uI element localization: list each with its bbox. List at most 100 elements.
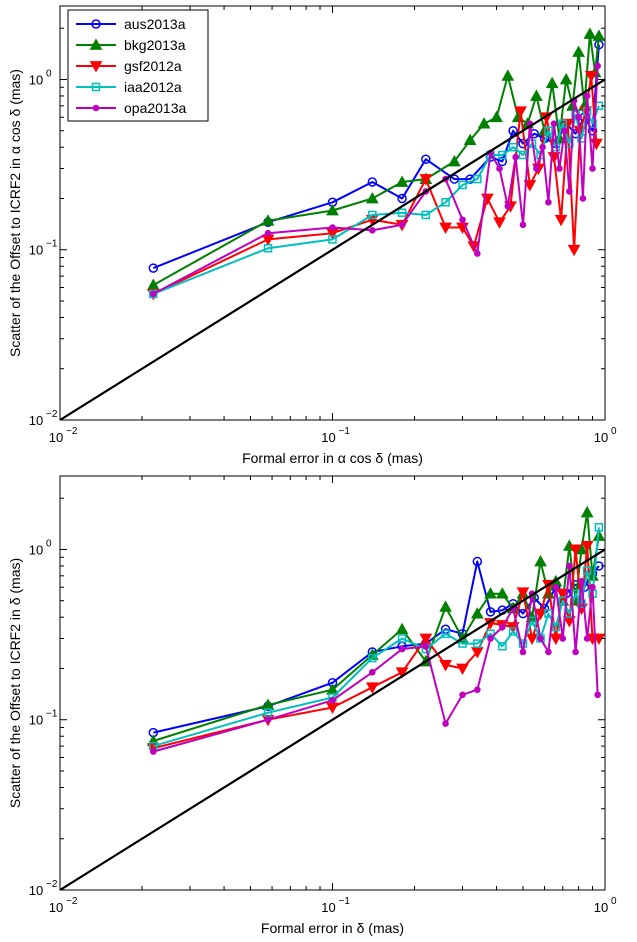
aus2013a-point-8 <box>472 556 483 567</box>
x-tick-exponent: −1 <box>339 896 351 907</box>
iaa2012a-point-12 <box>518 150 528 160</box>
y-tick-exponent: −1 <box>46 239 58 250</box>
aus2013a-point-10 <box>508 125 518 136</box>
opa2013a-point-15 <box>545 648 552 656</box>
bkg2013a-point-4 <box>395 622 409 635</box>
y-tick-exponent: −1 <box>46 709 58 720</box>
iaa2012a-point-2 <box>328 235 337 244</box>
opa2013a-point-20 <box>561 127 568 135</box>
opa2013a-point-12 <box>519 648 527 656</box>
bkg2013a-point-1 <box>261 214 275 226</box>
series-layer <box>60 505 605 890</box>
bkg2013a-point-8 <box>477 117 491 129</box>
opa2013a-point-17 <box>559 635 567 642</box>
iaa2012a-point-10 <box>498 642 507 651</box>
aus2013a-point-0 <box>148 263 159 273</box>
plot-frame <box>59 475 606 891</box>
y-tick-label: 10 <box>29 883 43 898</box>
opa2013a-point-0 <box>150 290 157 298</box>
legend-label-opa2013a: opa2013a <box>124 100 187 116</box>
iaa2012a-point-23 <box>594 523 604 532</box>
gsf2012a-point-5 <box>419 633 433 646</box>
gsf2012a-point-22 <box>584 70 598 83</box>
x-tick-exponent: 0 <box>611 896 617 907</box>
bkg2013a-point-13 <box>530 89 543 101</box>
gsf2012a-point-6 <box>439 222 452 235</box>
legend-label-iaa2012a: iaa2012a <box>124 79 182 95</box>
series-line-opa2013a <box>152 65 599 295</box>
opa2013a-point-19 <box>556 165 563 172</box>
bkg2013a-point-21 <box>580 505 594 518</box>
iaa2012a-point-16 <box>551 622 561 632</box>
iaa2012a-point-3 <box>368 653 377 663</box>
iaa2012a-point-4 <box>397 208 407 217</box>
opa2013a-point-19 <box>572 648 579 656</box>
opa2013a-point-5 <box>422 642 430 650</box>
bkg2013a-point-2 <box>326 203 339 216</box>
y-tick-exponent: 0 <box>46 68 52 79</box>
ticks-layer: 10 −2 10 −1 10 010 −210 −110 0 <box>29 476 617 915</box>
legend-aus2013a-point-0 <box>91 19 101 29</box>
opa2013a-point-14 <box>537 635 544 642</box>
x-tick-exponent: −2 <box>66 426 78 437</box>
opa2013a-point-15 <box>533 165 540 172</box>
x-tick-label: 10 <box>321 900 335 915</box>
plot-frame <box>59 5 606 421</box>
iaa2012a-point-21 <box>582 566 592 575</box>
opa2013a-point-25 <box>583 92 591 100</box>
aus2013a-point-12 <box>529 128 539 139</box>
legend-iaa2012a-point-0 <box>91 82 101 92</box>
series-opa2013a <box>150 562 601 755</box>
series-line-iaa2012a <box>153 527 600 748</box>
y-tick-label: 10 <box>29 713 43 728</box>
gsf2012a-point-7 <box>456 663 469 675</box>
gsf2012a-point-13 <box>523 180 537 192</box>
y-tick-label: 10 <box>29 542 43 557</box>
aus2013a-point-11 <box>518 138 528 149</box>
iaa2012a-point-15 <box>544 126 553 135</box>
gsf2012a-point-21 <box>580 540 594 553</box>
chart-panel-top: 10 −2 10 −1 10 010 −210 −110 0 Formal error in α… <box>7 5 617 466</box>
opa2013a-point-8 <box>474 686 481 694</box>
gsf2012a-point-19 <box>569 544 582 556</box>
bkg2013a-point-3 <box>365 191 379 204</box>
opa2013a-point-18 <box>566 562 573 570</box>
legend-bkg2013a-point-0 <box>89 38 103 50</box>
opa2013a-point-9 <box>487 635 494 642</box>
y-tick-exponent: −2 <box>46 409 58 420</box>
gsf2012a-point-18 <box>561 118 575 131</box>
opa2013a-point-2 <box>329 224 336 231</box>
bkg2013a-point-6 <box>448 154 461 167</box>
opa2013a-point-16 <box>552 583 560 591</box>
legend-entries: aus2013a bkg2013a gsf2012a iaa2012a opa2013a <box>76 16 187 116</box>
bkg2013a-point-10 <box>495 587 509 599</box>
legend-entry-opa2013a: opa2013a <box>76 100 187 116</box>
aus2013a-point-3 <box>367 177 378 187</box>
x-tick-label: 10 <box>594 900 608 915</box>
gsf2012a-point-23 <box>592 633 605 646</box>
legend-entry-aus2013a: aus2013a <box>76 16 186 32</box>
legend-entry-bkg2013a: bkg2013a <box>76 37 186 53</box>
chart-panel-bottom: 10 −2 10 −1 10 010 −210 −110 0 Formal error in δ… <box>7 475 617 936</box>
iaa2012a-point-1 <box>263 244 273 253</box>
opa2013a-point-22 <box>589 583 596 591</box>
iaa2012a-point-7 <box>458 639 467 648</box>
x-tick-label: 10 <box>49 900 63 915</box>
iaa2012a-point-11 <box>508 142 518 152</box>
reference-line <box>60 78 605 420</box>
opa2013a-point-10 <box>496 165 503 172</box>
legend-label-bkg2013a: bkg2013a <box>124 37 186 53</box>
opa2013a-point-3 <box>369 227 376 234</box>
bkg2013a-point-15 <box>545 76 559 89</box>
opa2013a-point-24 <box>579 195 587 202</box>
iaa2012a-point-7 <box>458 180 467 190</box>
opa2013a-point-23 <box>594 691 601 699</box>
x-tick-label: 10 <box>49 430 63 445</box>
reference-line <box>60 548 605 890</box>
legend-opa2013a-point-0 <box>92 104 100 112</box>
opa2013a-point-10 <box>499 623 506 631</box>
series-line-gsf2012a <box>153 544 599 750</box>
iaa2012a-point-0 <box>149 289 158 299</box>
iaa2012a-point-3 <box>368 210 377 220</box>
